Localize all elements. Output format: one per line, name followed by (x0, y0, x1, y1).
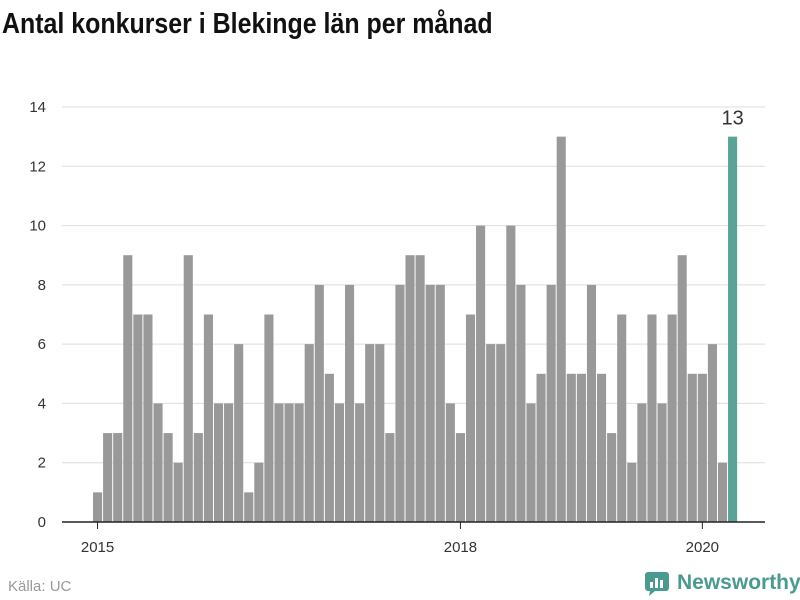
bar-chart: 0 2 4 6 8 10 12 14 2015 2018 2020 13 (29, 99, 765, 556)
bar (213, 403, 224, 522)
bar (163, 433, 173, 522)
bar (627, 462, 637, 522)
bar (93, 492, 103, 522)
bar (173, 462, 183, 522)
bar (597, 373, 607, 522)
bar (637, 403, 647, 522)
source-note: Källa: UC (8, 578, 72, 595)
bar (445, 403, 455, 522)
bar (576, 373, 586, 522)
y-tick-label: 2 (38, 455, 46, 472)
bar (234, 344, 244, 522)
newsworthy-logo-icon (645, 572, 669, 596)
bar (345, 284, 355, 522)
bar (667, 314, 677, 522)
bar (526, 403, 536, 522)
bar (556, 136, 566, 522)
bar (153, 403, 163, 522)
bar (566, 373, 576, 522)
bar (455, 433, 465, 522)
bar (113, 433, 123, 522)
bar (657, 403, 667, 522)
bar (506, 225, 516, 522)
bar (365, 344, 375, 522)
bar (586, 284, 597, 522)
highlight-bar (728, 136, 738, 522)
bar (385, 433, 395, 522)
bar (607, 433, 617, 522)
bar (516, 284, 526, 522)
bar (304, 344, 314, 522)
y-tick-label: 10 (29, 218, 46, 235)
bar (647, 314, 657, 522)
bars (93, 136, 738, 522)
highlight-value-label: 13 (721, 108, 743, 130)
bar (123, 255, 133, 522)
y-tick-label: 0 (38, 514, 46, 531)
bar (536, 373, 546, 522)
y-tick-label: 6 (38, 336, 46, 353)
newsworthy-brand: Newsworthy (644, 567, 800, 599)
bar (717, 462, 728, 522)
y-tick-label: 8 (38, 277, 46, 294)
bar (435, 284, 445, 522)
y-tick-label: 4 (38, 395, 46, 412)
bar (465, 314, 476, 522)
x-axis-ticks: 2015 2018 2020 (81, 522, 719, 556)
bar (224, 403, 234, 522)
bar (677, 255, 687, 522)
x-tick-label: 2020 (686, 539, 719, 556)
bar (244, 492, 254, 522)
bar (687, 373, 697, 522)
bar (334, 403, 345, 522)
bar (546, 284, 556, 522)
bar (355, 403, 365, 522)
bar (193, 433, 203, 522)
bar (496, 344, 506, 522)
bar (183, 255, 193, 522)
bar (425, 284, 435, 522)
x-tick-label: 2015 (81, 539, 114, 556)
bar (395, 284, 405, 522)
bar (697, 373, 707, 522)
bar (254, 462, 264, 522)
bar (486, 344, 496, 522)
x-tick-label: 2018 (444, 539, 477, 556)
bar (264, 314, 274, 522)
y-tick-label: 12 (29, 158, 46, 175)
annotations: 13 (721, 108, 743, 130)
bar (405, 255, 415, 522)
bar (415, 255, 425, 522)
y-tick-label: 14 (29, 99, 46, 116)
bar (707, 344, 717, 522)
bar (476, 225, 486, 522)
y-axis-ticks: 0 2 4 6 8 10 12 14 (29, 99, 46, 531)
bar (294, 403, 304, 522)
bar (203, 314, 213, 522)
bar (375, 344, 385, 522)
brand-name: Newsworthy (677, 571, 800, 594)
bar (284, 403, 294, 522)
bar (133, 314, 143, 522)
bar (274, 403, 284, 522)
bar (143, 314, 153, 522)
bar (314, 284, 324, 522)
bar (617, 314, 627, 522)
chart-title: Antal konkurser i Blekinge län per månad (2, 8, 493, 40)
bar (324, 373, 334, 522)
bar (103, 433, 113, 522)
